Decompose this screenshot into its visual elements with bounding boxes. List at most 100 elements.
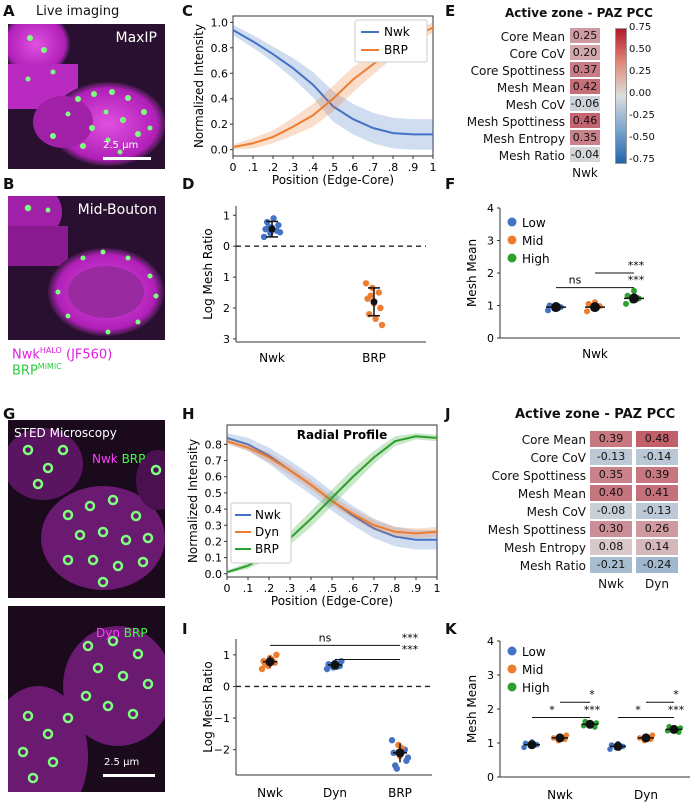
colorbar-tick-label: 0.50	[629, 44, 652, 55]
col-label: Nwk	[572, 166, 598, 180]
legend-brp-mimic: BRPMiMIC	[12, 362, 62, 378]
sig-annotation: ***	[402, 631, 419, 644]
micrograph-b-image	[8, 196, 165, 340]
y-tick-label: −1	[214, 712, 230, 725]
x-tick-label: .7	[368, 161, 379, 174]
y-tick-label: 3	[487, 669, 494, 682]
legend-dot-high	[507, 253, 517, 263]
col-label: Nwk	[598, 577, 624, 591]
heatmap-cell: -0.14	[636, 449, 678, 465]
x-tick-label: Dyn	[634, 788, 658, 802]
micrograph-g-bottom-image	[8, 606, 165, 792]
data-point-brp	[377, 304, 384, 312]
data-point-high	[623, 300, 629, 307]
chart-title: Radial Profile	[297, 428, 388, 442]
y-tick-label: 0.3	[205, 519, 223, 532]
x-axis-label: Position (Edge-Core)	[272, 173, 394, 187]
mean-marker	[395, 748, 405, 758]
data-point-nwk	[260, 233, 268, 241]
data-point-mid	[563, 732, 570, 738]
chart-f: 0 1 2 3 4 Mesh Mean Low Mid High Nwk ns *** ***	[465, 202, 680, 361]
legend-brp-base: BRP	[12, 363, 38, 379]
sig-annotation: *	[589, 688, 595, 701]
heatmap-cell: 0.20	[570, 45, 600, 60]
row-label: Mesh Mean	[517, 487, 586, 501]
y-tick-label: 4	[487, 635, 494, 648]
y-tick-label: 3	[487, 235, 494, 248]
x-tick-label: 0	[230, 161, 237, 174]
colorbar-tick-label: -0.25	[629, 110, 655, 121]
sig-annotation: *	[673, 688, 679, 701]
heatmap-cell: -0.24	[636, 557, 678, 573]
x-tick-label: 0	[224, 582, 231, 595]
chart-d: 1 0 1 2 3 Log Mesh Ratio Nwk BRP	[201, 206, 426, 365]
data-point-mid	[649, 732, 656, 738]
scale-label-g: 2.5 µm	[104, 757, 140, 768]
label-dyn-brp: Dyn BRP	[96, 626, 148, 640]
legend-dot-low	[507, 217, 517, 227]
x-tick-label: Dyn	[323, 786, 347, 800]
legend-label-low: Low	[522, 645, 546, 659]
heatmap-cell: 0.35	[570, 130, 600, 145]
legend-nwk-halo: NwkHALO (JF560)	[12, 346, 112, 362]
sig-annotation: ns	[319, 631, 332, 644]
label-g-dyn: Dyn	[96, 626, 120, 640]
legend-nwk-suffix: (JF560)	[61, 347, 113, 363]
mean-marker	[370, 298, 378, 306]
heatmap-cell: 0.41	[636, 485, 678, 501]
legend-dot-low	[507, 646, 517, 656]
heatmap-cell: 0.39	[636, 467, 678, 483]
row-label: Mesh Spottiness	[466, 115, 565, 129]
heatmap-cell: -0.21	[590, 557, 632, 573]
y-tick-label: 2	[223, 302, 230, 315]
heatmap-cell: -0.04	[570, 147, 600, 162]
heatmap-j-title: Active zone - PAZ PCC	[515, 407, 676, 422]
x-tick-label: .2	[268, 161, 279, 174]
legend-label-nwk: Nwk	[255, 508, 281, 522]
x-tick-label: .6	[348, 161, 359, 174]
colorbar-tick-label: 0.00	[629, 88, 652, 99]
panel-letter-f: F	[445, 175, 456, 193]
data-point-nwk	[270, 215, 277, 222]
x-tick-label: Nwk	[257, 786, 283, 800]
y-tick-label: 0.6	[211, 67, 229, 80]
data-point-high	[631, 287, 637, 294]
y-tick-label: 1	[223, 649, 230, 662]
row-label: Mesh Spottiness	[487, 523, 586, 537]
sig-annotation: *	[549, 704, 555, 717]
row-label: Mesh CoV	[505, 98, 565, 112]
overlay-maxip: MaxIP	[115, 30, 157, 46]
data-point-mid	[584, 308, 590, 315]
y-tick-label: 0.2	[211, 118, 229, 131]
y-tick-label: 1	[487, 300, 494, 313]
overlay-mid-bouton: Mid-Bouton	[77, 202, 157, 218]
label-nwk-brp: Nwk BRP	[92, 452, 145, 466]
data-point-mid	[585, 300, 592, 307]
legend-dot-mid	[507, 235, 517, 245]
data-point-brp	[375, 289, 382, 296]
x-tick-label: 1	[434, 582, 441, 595]
mean-marker	[265, 657, 275, 667]
colorbar-tick-label: -0.75	[629, 154, 655, 165]
heatmap-cell: 0.08	[590, 539, 632, 555]
heatmap-e-title: Active zone - PAZ PCC	[505, 6, 653, 20]
mean-marker	[669, 724, 679, 734]
x-tick-label: .6	[348, 582, 359, 595]
col-label: Dyn	[645, 577, 669, 591]
mean-marker	[268, 225, 276, 233]
y-tick-label: 0.2	[205, 535, 223, 548]
panel-letter-d: D	[182, 175, 195, 193]
data-point-brp	[388, 737, 396, 744]
series-band-brp	[227, 433, 437, 574]
sig-annotation: ns	[569, 274, 582, 287]
micrograph-a: MaxIP 2.5 µm	[8, 24, 165, 169]
row-label: Mesh Entropy	[503, 541, 586, 555]
y-tick-label: 0	[223, 680, 230, 693]
y-axis-label: Log Mesh Ratio	[201, 661, 215, 752]
sig-annotation: *	[635, 704, 641, 717]
y-tick-label: 1	[223, 271, 230, 284]
panel-letter-e: E	[445, 2, 456, 20]
y-axis-label: Normalized Intensity	[192, 24, 206, 148]
data-point-nwk	[275, 221, 282, 229]
series-line-dyn	[226, 440, 438, 535]
